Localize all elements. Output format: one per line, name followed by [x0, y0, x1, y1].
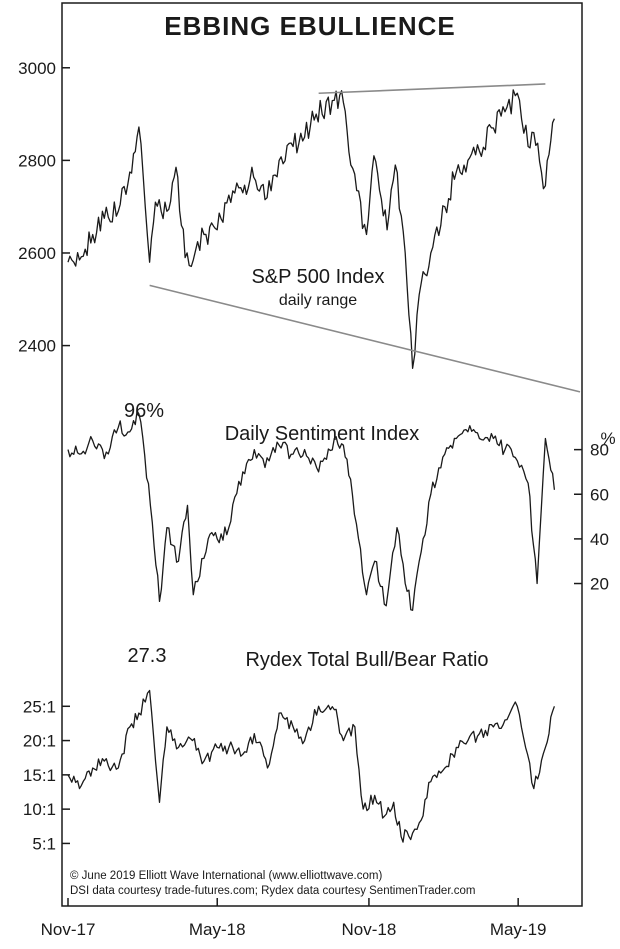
dsi-y-tick-label: 40 — [590, 530, 609, 549]
spx-y-tick-label: 2800 — [18, 151, 56, 170]
spx-series-line — [67, 89, 555, 369]
rydex-y-tick-label: 25:1 — [23, 697, 56, 716]
x-tick-label: May-19 — [490, 920, 547, 939]
chart-frame — [61, 2, 583, 907]
credit-line-1: © June 2019 Elliott Wave International (… — [70, 870, 382, 882]
rydex-peak-annotation: 27.3 — [128, 645, 167, 667]
dsi-y-tick-label: 80 — [590, 441, 609, 460]
chart-title: EBBING EBULLIENCE — [164, 11, 455, 41]
spx-y-tick-label: 3000 — [18, 59, 56, 78]
spx-trendline-upper — [318, 83, 546, 95]
rydex-series-line — [67, 689, 556, 843]
dsi-peak-annotation: 96% — [124, 400, 164, 422]
spx-panel-title: S&P 500 Index — [251, 266, 384, 288]
spx-y-tick-label: 2400 — [18, 337, 56, 356]
rydex-y-tick-label: 20:1 — [23, 732, 56, 751]
rydex-y-tick-label: 15:1 — [23, 766, 56, 785]
dsi-panel-title: Daily Sentiment Index — [225, 423, 420, 445]
x-tick-label: Nov-17 — [41, 920, 96, 939]
spx-panel-subtitle: daily range — [279, 292, 357, 309]
spx-y-tick-label: 2600 — [18, 244, 56, 263]
tick-layer: 2400 2600 2800 3000 20 40 60 80 5:1 10:1 15:1 20:1 2… — [18, 59, 609, 939]
credit-line-2: DSI data courtesy trade-futures.com; Ryd… — [70, 885, 475, 897]
dsi-y-tick-label: 20 — [590, 575, 609, 594]
rydex-y-tick-label: 10:1 — [23, 800, 56, 819]
dsi-series-line — [67, 410, 556, 611]
dsi-unit-label: % — [600, 429, 615, 448]
x-tick-label: Nov-18 — [342, 920, 397, 939]
series-layer — [67, 83, 581, 843]
dsi-y-tick-label: 60 — [590, 485, 609, 504]
rydex-panel-title: Rydex Total Bull/Bear Ratio — [245, 649, 488, 671]
rydex-y-tick-label: 5:1 — [32, 834, 56, 853]
spx-trendline-lower — [149, 284, 581, 393]
x-tick-label: May-18 — [189, 920, 246, 939]
